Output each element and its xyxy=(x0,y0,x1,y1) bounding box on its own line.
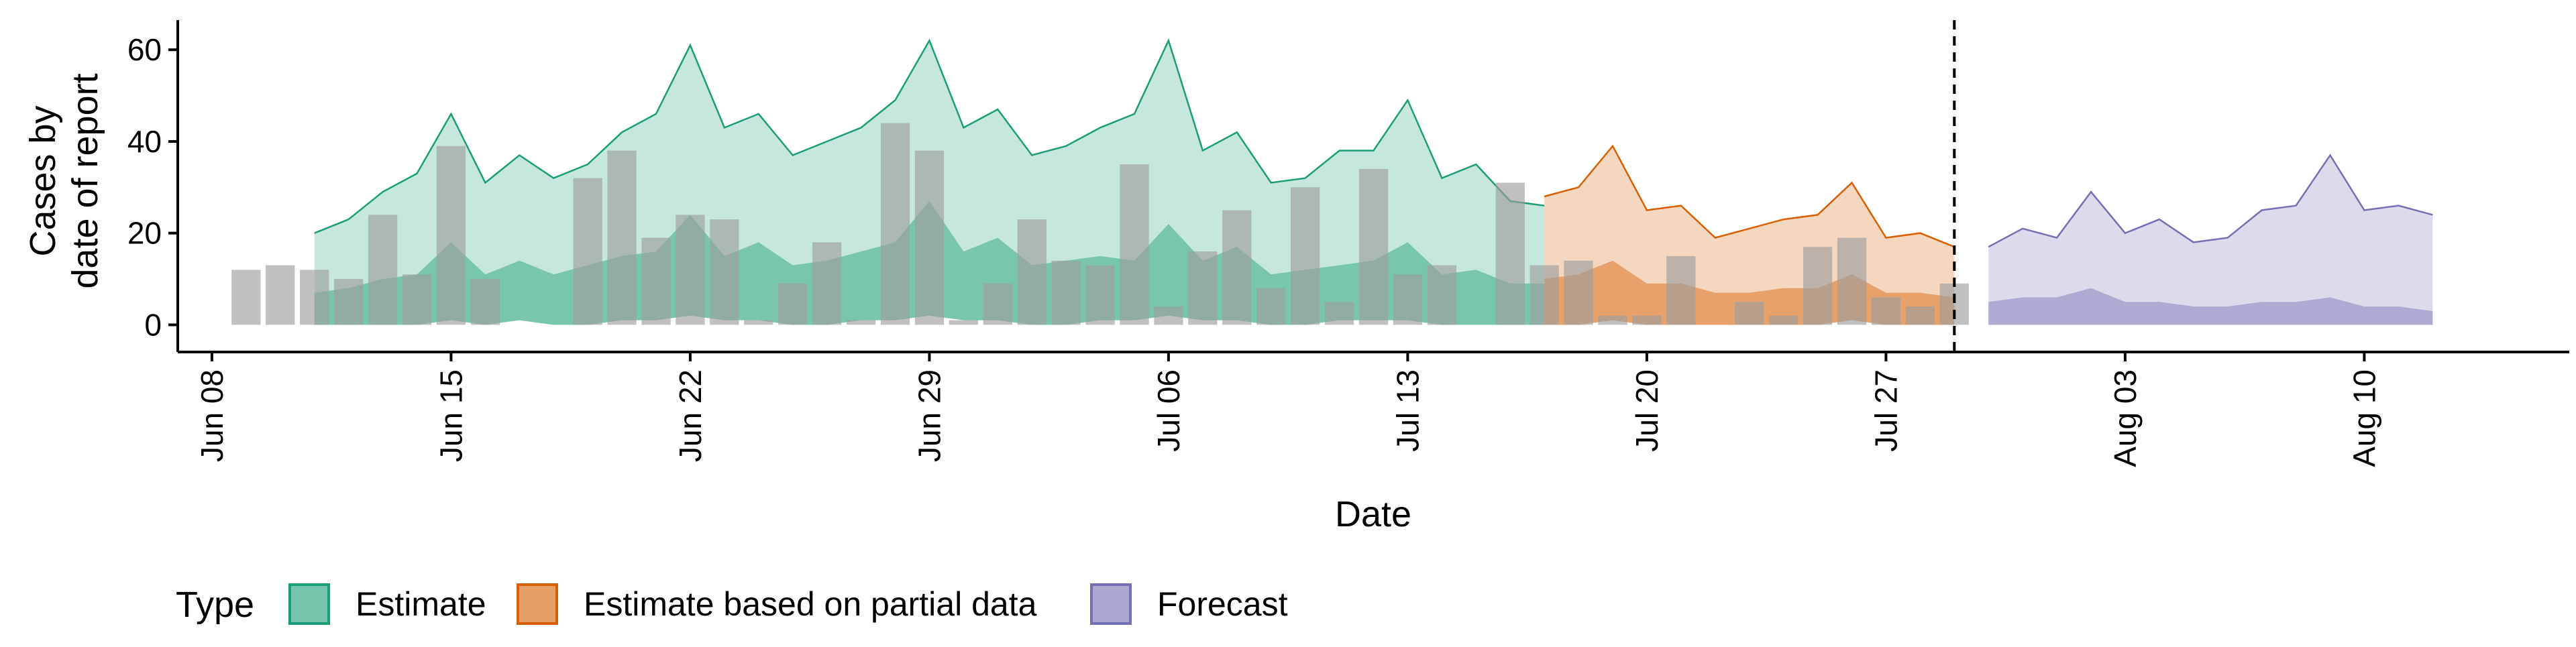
y-tick-label: 0 xyxy=(144,308,162,343)
observed-cases-bar xyxy=(334,279,364,325)
x-ticks-layer: Jun 08 Jun 15 Jun 22 Jun 29 Jul 06 Jul 13 Jul … xyxy=(195,352,2381,467)
observed-cases-bar xyxy=(1871,297,1901,325)
observed-cases-bar xyxy=(744,320,773,325)
legend-label: Estimate based on partial data xyxy=(584,585,1037,623)
legend-key xyxy=(517,583,558,625)
legend-key xyxy=(1090,583,1132,625)
observed-cases-bar xyxy=(710,219,739,325)
axes-layer xyxy=(176,20,2569,353)
observed-cases-bar xyxy=(778,283,808,325)
x-tick-label: Aug 10 xyxy=(2347,369,2381,467)
observed-cases-bar xyxy=(846,320,876,325)
observed-cases-bar xyxy=(300,270,329,325)
x-tick-label: Jun 29 xyxy=(912,369,947,462)
observed-cases-bar xyxy=(1017,219,1046,325)
observed-cases-bar xyxy=(812,242,842,325)
observed-cases-bar xyxy=(1291,187,1320,325)
observed-cases-bar xyxy=(573,178,602,325)
observed-cases-bar xyxy=(1564,260,1593,325)
observed-cases-bar xyxy=(436,145,466,325)
y-tick-label: 40 xyxy=(127,124,162,159)
observed-cases-bar xyxy=(1598,315,1627,325)
observed-cases-bar xyxy=(641,237,671,325)
legend-key xyxy=(288,583,330,625)
x-axis-title: Date xyxy=(1335,494,1411,534)
legend-label: Forecast xyxy=(1157,585,1288,623)
x-tick-label: Jun 08 xyxy=(195,369,229,462)
observed-cases-bar xyxy=(1495,182,1525,325)
observed-cases-bar xyxy=(1632,315,1662,325)
y-tick-label: 60 xyxy=(127,32,162,67)
x-tick-label: Jul 13 xyxy=(1390,369,1425,452)
observed-cases-bar xyxy=(1905,306,1935,325)
observed-cases-bar xyxy=(470,279,500,325)
y-ticks-layer: 0 20 40 60 xyxy=(127,32,178,343)
observed-cases-bar xyxy=(983,283,1012,325)
x-tick-label: Jul 20 xyxy=(1629,369,1664,452)
legend: Type Estimate Estimate based on partial d… xyxy=(176,583,1288,625)
observed-cases-bar xyxy=(1051,260,1081,325)
observed-cases-bar xyxy=(1666,255,1696,325)
series-3-inner-band xyxy=(1988,288,2433,325)
y-axis-title: Cases by date of report xyxy=(23,73,105,288)
observed-cases-bar xyxy=(1256,288,1286,325)
series-1-upper-line xyxy=(314,38,1545,234)
legend-item: Estimate xyxy=(288,583,486,625)
observed-cases-bar xyxy=(231,270,261,325)
x-tick-label: Jun 22 xyxy=(673,369,708,462)
series-2-upper-line xyxy=(1544,144,1955,248)
legend-item: Estimate based on partial data xyxy=(517,583,1037,625)
x-tick-label: Jul 27 xyxy=(1868,369,1903,452)
x-tick-label: Aug 03 xyxy=(2108,369,2143,467)
observed-cases-bar xyxy=(607,150,637,325)
observed-cases-bar xyxy=(1427,265,1456,325)
observed-cases-bar xyxy=(1393,274,1423,325)
legend-label: Estimate xyxy=(356,585,486,623)
observed-cases-bar xyxy=(1358,169,1389,325)
y-tick-label: 20 xyxy=(127,216,162,251)
observed-cases-bar xyxy=(676,215,705,325)
observed-cases-bar xyxy=(1769,315,1799,325)
y-axis-title-line-1: Cases by xyxy=(23,105,63,256)
observed-cases-bar xyxy=(1324,302,1354,325)
observed-cases-bar xyxy=(914,150,945,325)
observed-cases-bar xyxy=(402,274,432,325)
observed-cases-bar xyxy=(1837,237,1867,325)
y-axis-title-line-2: date of report xyxy=(65,73,105,288)
observed-cases-bar xyxy=(266,265,295,325)
observed-cases-bar xyxy=(1735,302,1764,325)
observed-cases-bar xyxy=(1085,265,1115,325)
legend-title: Type xyxy=(176,585,254,625)
observed-bars-layer xyxy=(231,123,1969,325)
observed-cases-bar xyxy=(880,123,910,325)
observed-cases-bar xyxy=(1188,251,1218,325)
observed-cases-bar xyxy=(1154,306,1183,325)
observed-cases-bar xyxy=(1529,265,1559,325)
legend-item: Forecast xyxy=(1090,583,1288,625)
observed-cases-bar xyxy=(1120,164,1149,325)
observed-cases-bar xyxy=(368,215,398,325)
observed-cases-bar xyxy=(1803,247,1833,325)
observed-cases-bar xyxy=(949,320,978,325)
x-tick-label: Jun 15 xyxy=(433,369,468,462)
series-3-upper-line xyxy=(1988,154,2433,248)
x-tick-label: Jul 06 xyxy=(1151,369,1186,452)
observed-cases-bar xyxy=(1222,210,1252,325)
